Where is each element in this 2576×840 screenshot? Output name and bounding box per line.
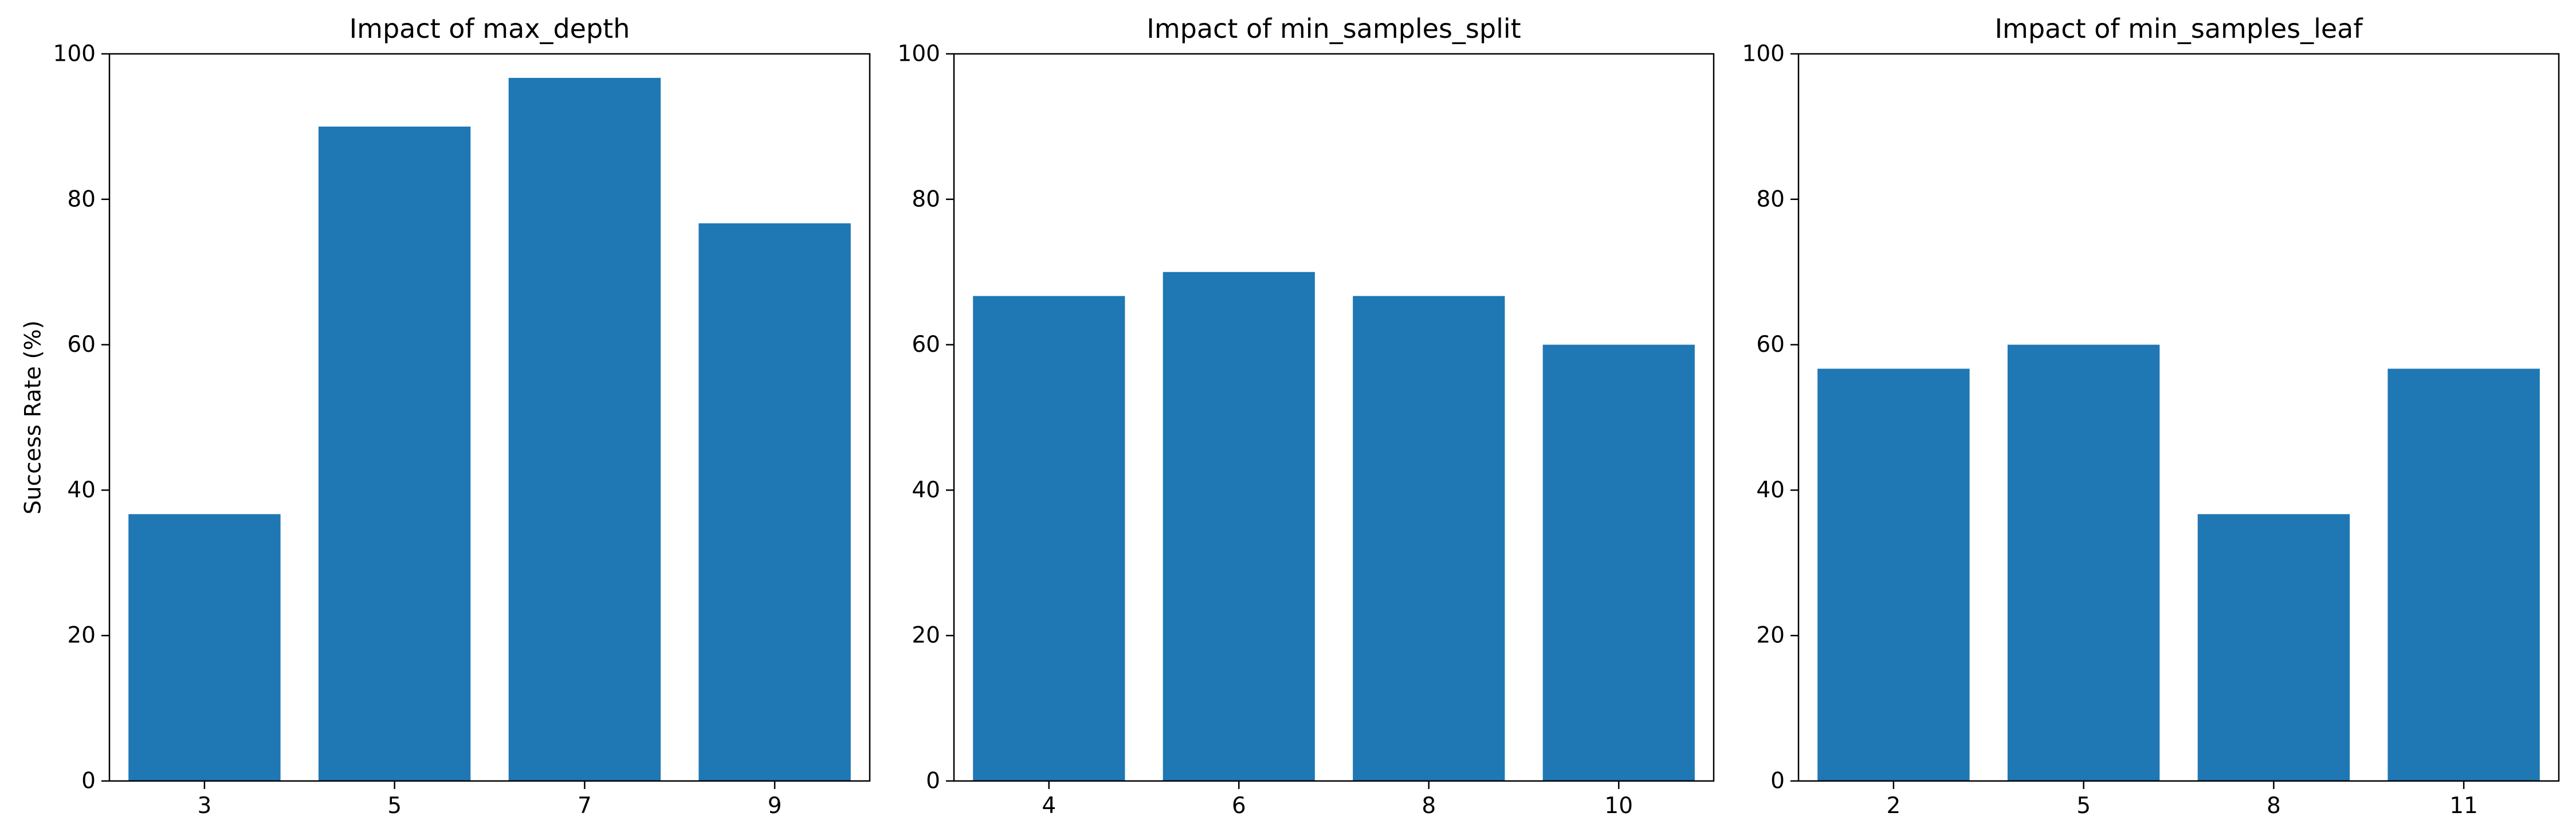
x-tick-label: 3 [197,793,211,819]
y-tick-label: 40 [67,477,96,503]
x-tick-label: 5 [2076,793,2091,819]
x-tick-label: 2 [1886,793,1900,819]
y-tick-label: 20 [1756,623,1785,649]
bar-8 [2197,514,2350,781]
bar-7 [508,77,661,781]
chart-title: Impact of min_samples_leaf [1994,13,2363,44]
x-tick-label: 10 [1604,793,1633,819]
y-tick-label: 80 [912,186,940,212]
y-tick-label: 100 [1742,41,1785,67]
y-tick-label: 100 [898,41,940,67]
axes-frame [1797,53,2560,782]
chart-panel-1: 0 20 40 60 80 100 3 5 7 9 Impact of max_depth Succe… [21,13,871,819]
y-tick-label: 0 [926,768,940,794]
y-tick-label: 20 [912,623,940,649]
y-tick-label: 60 [1756,332,1785,358]
chart-title: Impact of min_samples_split [1146,13,1521,44]
y-tick-label: 0 [1770,768,1785,794]
x-tick-label: 6 [1232,793,1246,819]
bar-5 [2007,344,2160,781]
bar-9 [698,223,851,781]
y-tick-label: 40 [912,477,940,503]
y-tick-label: 80 [67,186,96,212]
bar-4 [973,296,1125,781]
chart-panel-3: 0 20 40 60 80 100 2 5 8 11 Impact of min_samples_l… [1742,13,2560,819]
y-tick-label: 100 [53,41,96,67]
y-tick-label: 60 [912,332,940,358]
bar-2 [1817,368,1970,781]
x-tick-label: 4 [1042,793,1056,819]
x-tick-label: 8 [2267,793,2281,819]
x-tick-label: 11 [2449,793,2478,819]
y-tick-label: 20 [67,623,96,649]
axes-frame [108,53,871,782]
axes-frame [953,53,1715,782]
y-axis-label: Success Rate (%) [21,320,46,515]
y-tick-label: 40 [1756,477,1785,503]
bar-10 [1542,344,1695,781]
x-tick-label: 9 [768,793,782,819]
chart-title: Impact of max_depth [350,13,630,44]
y-tick-label: 0 [81,768,96,794]
bar-11 [2387,368,2540,781]
x-tick-label: 5 [387,793,402,819]
chart-panel-2: 0 20 40 60 80 100 4 6 8 10 Impact of min_samples_s… [898,13,1715,819]
bar-6 [1163,272,1315,781]
bar-8 [1353,296,1505,781]
x-tick-label: 8 [1421,793,1436,819]
y-tick-label: 60 [67,332,96,358]
bar-3 [128,514,281,781]
y-tick-label: 80 [1756,186,1785,212]
x-tick-label: 7 [578,793,592,819]
bar-5 [318,126,471,781]
